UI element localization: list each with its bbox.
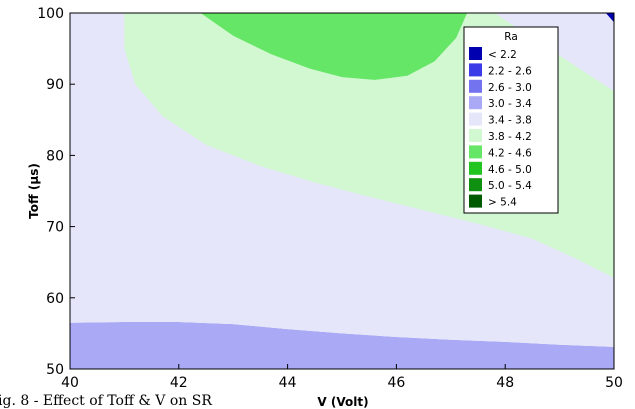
y-axis-title: Toff (µs) [27,163,41,219]
y-tick-label-1: 60 [46,291,64,307]
x-tick-label-4: 48 [496,375,514,391]
legend-swatch-5 [469,129,482,142]
contour-region-4 [605,13,614,23]
legend-swatch-0 [469,47,482,60]
legend-swatch-8 [469,178,482,192]
legend-swatch-3 [469,96,482,110]
legend-label-3: 3.0 - 3.4 [488,98,532,110]
legend-label-9: > 5.4 [488,197,517,209]
x-tick-label-3: 46 [387,375,405,391]
contour-region-3 [200,13,468,80]
legend-label-8: 5.0 - 5.4 [488,180,532,192]
y-tick-label-3: 80 [46,148,64,164]
legend-label-0: < 2.2 [488,49,517,61]
x-tick-label-5: 50 [605,375,623,391]
y-tick-label-2: 70 [46,220,64,236]
legend-label-2: 2.6 - 3.0 [488,82,532,94]
legend-swatch-4 [469,112,482,126]
x-tick-label-0: 40 [61,375,79,391]
contour-region-0 [70,322,614,369]
legend-label-7: 4.6 - 5.0 [488,164,532,176]
legend-swatch-6 [469,145,482,159]
legend-swatch-2 [469,79,482,93]
figure-caption: ig. 8 - Effect of Toff & V on SR [0,393,212,409]
legend-label-5: 3.8 - 4.2 [488,131,532,143]
legend-label-6: 4.2 - 4.6 [488,147,532,159]
plot-area [69,12,615,370]
x-tick-label-2: 44 [279,375,297,391]
y-tick-label-4: 90 [46,77,64,93]
legend-swatch-1 [469,63,482,77]
x-tick-label-1: 42 [170,375,188,391]
legend-swatch-9 [469,194,482,208]
legend-label-1: 2.2 - 2.6 [488,65,532,77]
x-axis-title: V (Volt) [317,395,368,409]
axis-ticks [69,12,615,370]
legend: Ra < 2.2 2.2 - 2.6 2.6 - 3.0 3.0 - 3.4 3.4 - … [463,26,559,214]
tick-labels: 40 42 44 46 48 50 50 60 70 80 90 100 [37,6,623,391]
y-tick-label-0: 50 [46,362,64,378]
y-tick-label-5: 100 [37,6,64,22]
legend-label-4: 3.4 - 3.8 [488,115,532,127]
legend-swatch-7 [469,161,482,175]
legend-title: Ra [504,31,518,43]
